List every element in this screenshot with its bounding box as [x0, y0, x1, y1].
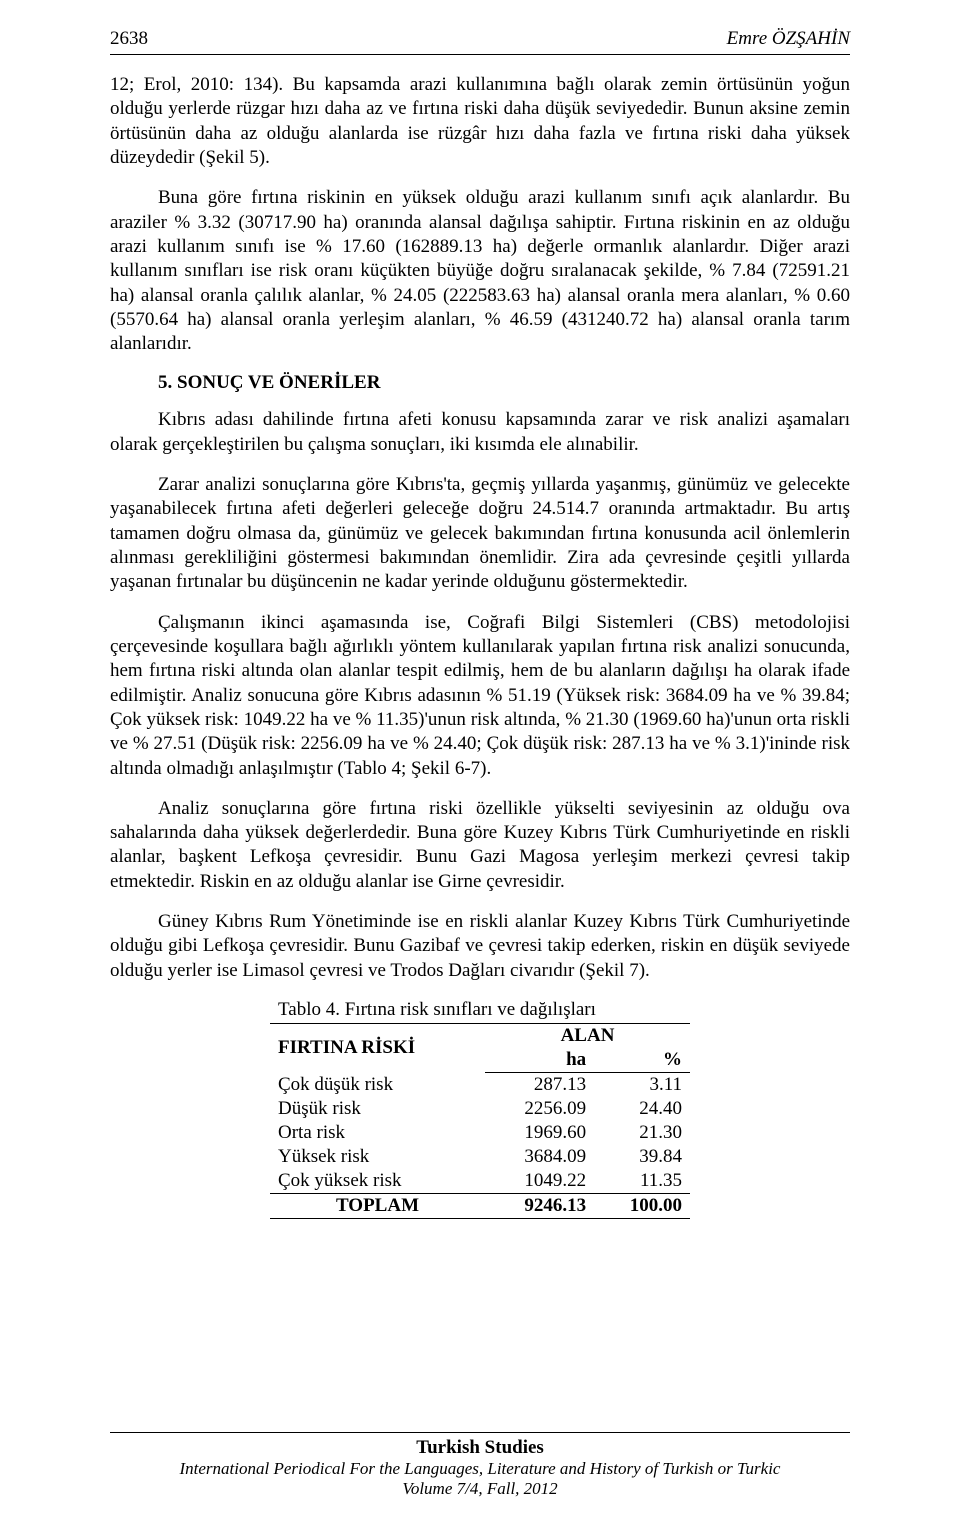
paragraph-3: Kıbrıs adası dahilinde fırtına afeti kon…	[110, 408, 850, 457]
table-cell-label: Yüksek risk	[270, 1145, 485, 1169]
table-cell-ha: 1969.60	[485, 1121, 594, 1145]
table-4: Tablo 4. Fırtına risk sınıfları ve dağıl…	[270, 999, 690, 1219]
running-header: 2638 Emre ÖZŞAHİN	[110, 28, 850, 54]
table-subhead-ha: ha	[485, 1048, 594, 1073]
table-cell-label: Orta risk	[270, 1121, 485, 1145]
table-cell-ha: 2256.09	[485, 1097, 594, 1121]
header-rule	[110, 54, 850, 55]
table-row: Çok düşük risk 287.13 3.11	[270, 1073, 690, 1098]
table-total-ha: 9246.13	[485, 1194, 594, 1219]
running-author: Emre ÖZŞAHİN	[727, 28, 850, 50]
section-title: 5. SONUÇ VE ÖNERİLER	[110, 372, 850, 394]
page: 2638 Emre ÖZŞAHİN 12; Erol, 2010: 134). …	[0, 0, 960, 1523]
table-cell-label: Çok yüksek risk	[270, 1169, 485, 1194]
page-footer: Turkish Studies International Periodical…	[0, 1432, 960, 1499]
table-cell-ha: 1049.22	[485, 1169, 594, 1194]
footer-journal-title: Turkish Studies	[0, 1437, 960, 1459]
footer-line-2: Volume 7/4, Fall, 2012	[0, 1479, 960, 1499]
table-cell-pct: 39.84	[594, 1145, 690, 1169]
table-row: Çok yüksek risk 1049.22 11.35	[270, 1169, 690, 1194]
footer-line-1: International Periodical For the Languag…	[0, 1459, 960, 1479]
paragraph-4: Zarar analizi sonuçlarına göre Kıbrıs'ta…	[110, 473, 850, 595]
table-data: FIRTINA RİSKİ ALAN ha % Çok düşük risk 2…	[270, 1023, 690, 1219]
paragraph-5: Çalışmanın ikinci aşamasında ise, Coğraf…	[110, 611, 850, 781]
table-row: Düşük risk 2256.09 24.40	[270, 1097, 690, 1121]
table-cell-ha: 287.13	[485, 1073, 594, 1098]
table-cell-pct: 21.30	[594, 1121, 690, 1145]
page-number: 2638	[110, 28, 148, 50]
table-header-row-1: FIRTINA RİSKİ ALAN	[270, 1024, 690, 1049]
footer-rule	[110, 1432, 850, 1433]
table-cell-pct: 3.11	[594, 1073, 690, 1098]
table-cell-ha: 3684.09	[485, 1145, 594, 1169]
table-head-risk: FIRTINA RİSKİ	[270, 1024, 485, 1073]
table-total-label: TOPLAM	[270, 1194, 485, 1219]
table-subhead-pct: %	[594, 1048, 690, 1073]
paragraph-6: Analiz sonuçlarına göre fırtına riski öz…	[110, 797, 850, 894]
table-cell-label: Çok düşük risk	[270, 1073, 485, 1098]
paragraph-7: Güney Kıbrıs Rum Yönetiminde ise en risk…	[110, 910, 850, 983]
table-row: Yüksek risk 3684.09 39.84	[270, 1145, 690, 1169]
paragraph-1: 12; Erol, 2010: 134). Bu kapsamda arazi …	[110, 73, 850, 170]
table-caption: Tablo 4. Fırtına risk sınıfları ve dağıl…	[270, 999, 690, 1021]
table-head-alan: ALAN	[485, 1024, 690, 1049]
table-cell-label: Düşük risk	[270, 1097, 485, 1121]
table-row: Orta risk 1969.60 21.30	[270, 1121, 690, 1145]
paragraph-2: Buna göre fırtına riskinin en yüksek old…	[110, 186, 850, 356]
table-total-row: TOPLAM 9246.13 100.00	[270, 1194, 690, 1219]
table-cell-pct: 11.35	[594, 1169, 690, 1194]
table-cell-pct: 24.40	[594, 1097, 690, 1121]
table-total-pct: 100.00	[594, 1194, 690, 1219]
